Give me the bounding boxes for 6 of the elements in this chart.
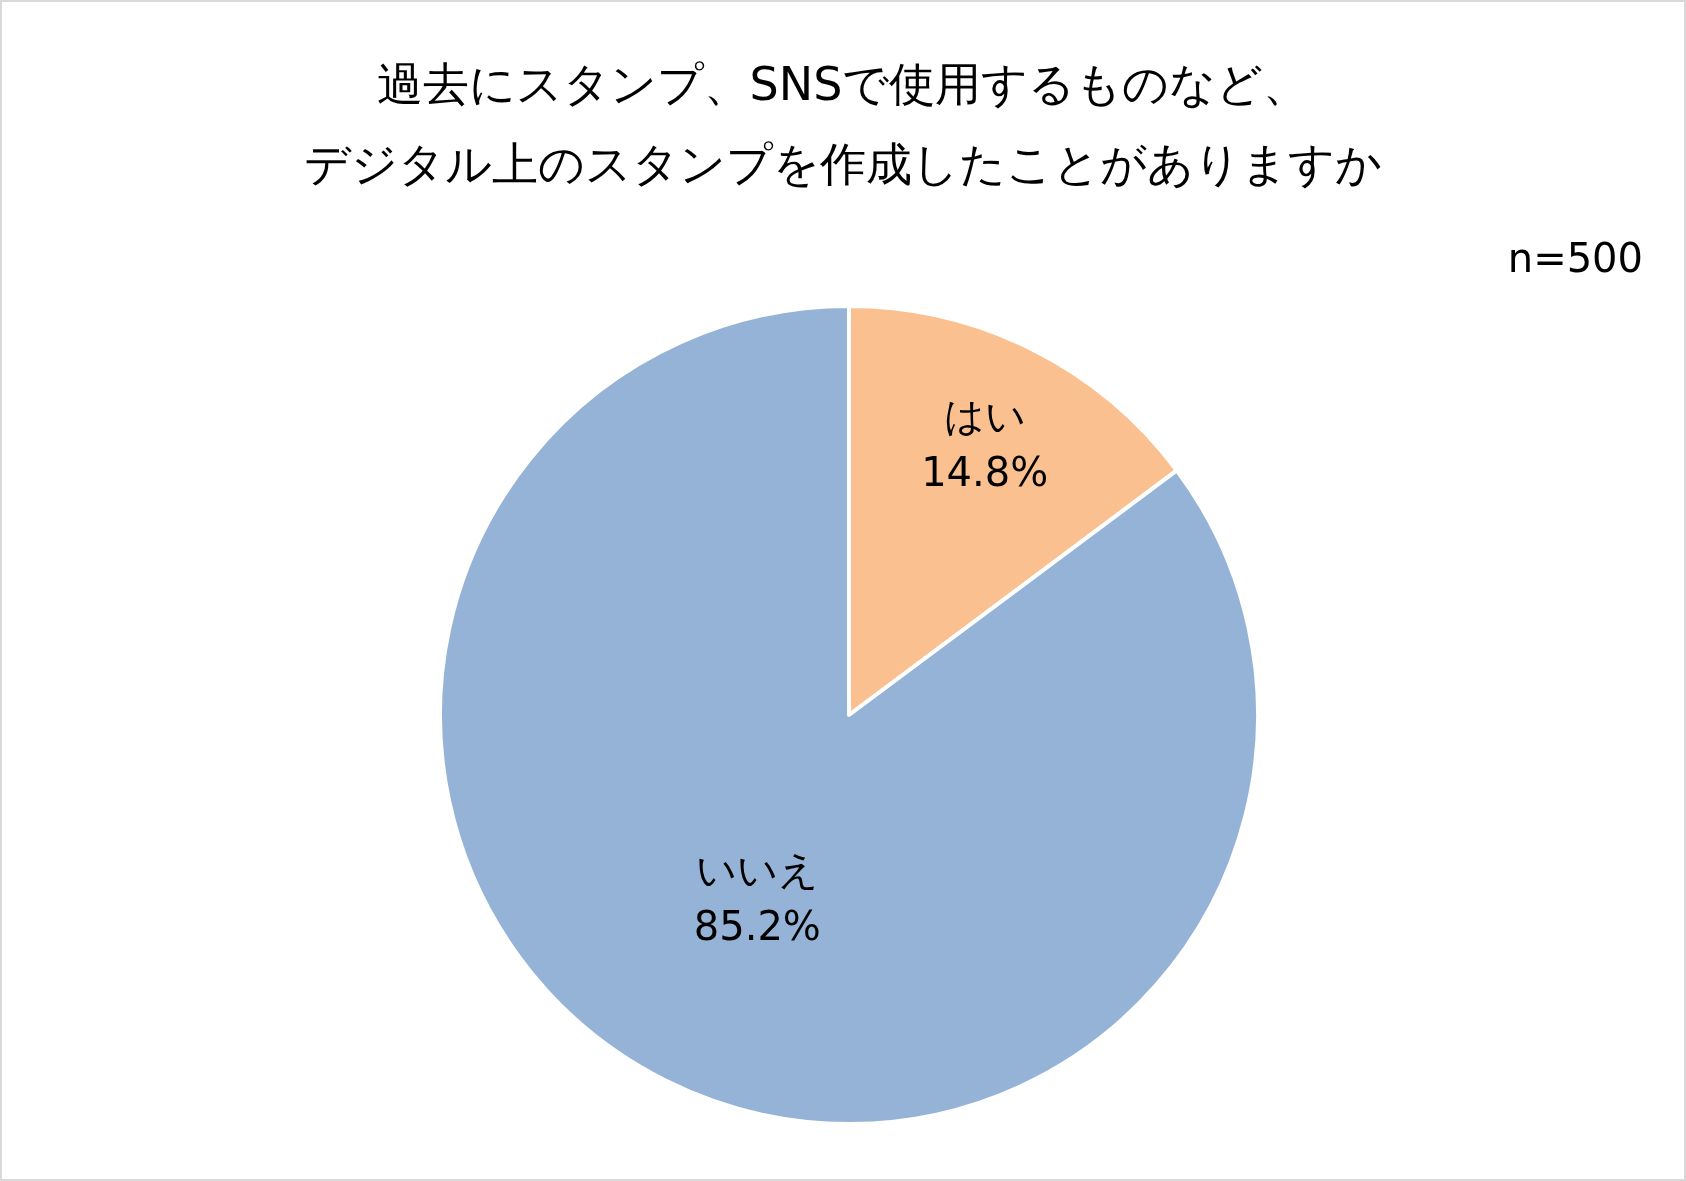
slice-label: はい (943, 393, 1026, 440)
data-label: 14.8% (921, 449, 1049, 496)
data-label: 85.2% (693, 902, 821, 949)
text: n=500 (1507, 235, 1643, 281)
slice-label: いいえ (695, 846, 819, 893)
chart-title: 過去にスタンプ、SNSで使用するものなど、デジタル上のスタンプを作成したことがありますか (304, 57, 1382, 191)
